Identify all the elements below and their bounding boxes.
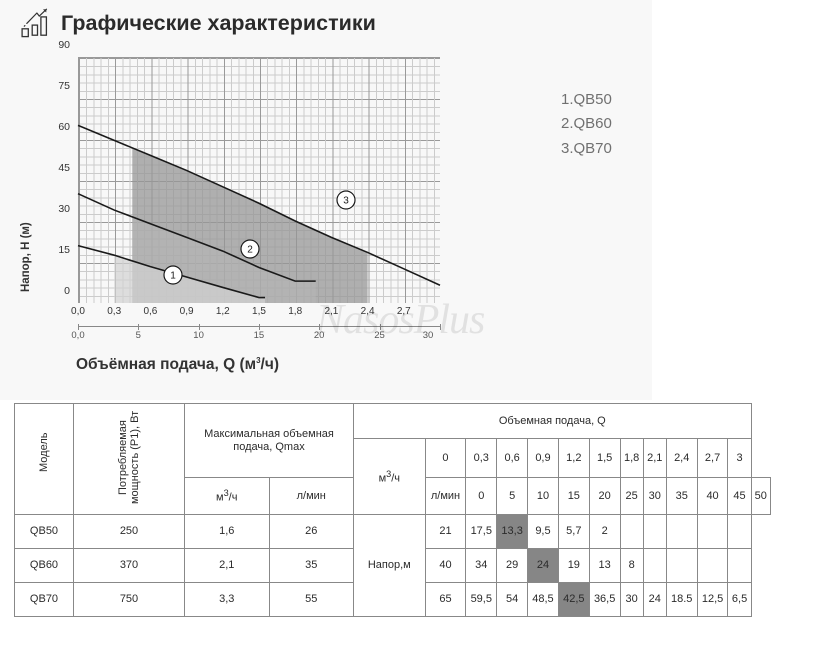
svg-text:3: 3 [343,196,349,207]
svg-text:1: 1 [170,271,176,282]
svg-text:2: 2 [247,245,253,256]
